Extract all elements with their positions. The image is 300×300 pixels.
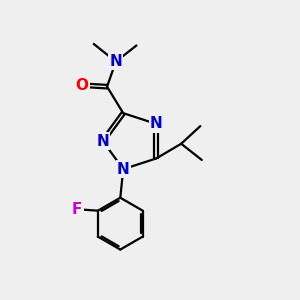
Text: N: N xyxy=(150,116,163,131)
Text: N: N xyxy=(110,54,122,69)
Text: N: N xyxy=(97,134,109,149)
Text: O: O xyxy=(76,78,88,93)
Text: F: F xyxy=(72,202,83,217)
Text: N: N xyxy=(117,162,130,177)
